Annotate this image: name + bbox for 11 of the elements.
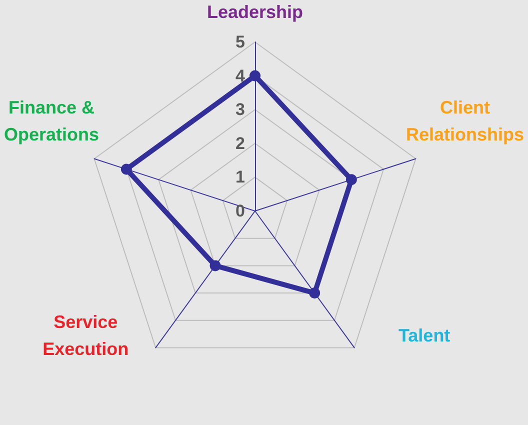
spoke-label: Finance & Operations bbox=[4, 97, 100, 144]
y-tick-label: 0 bbox=[236, 202, 245, 220]
y-tick-label: 5 bbox=[236, 32, 245, 52]
y-tick-label: 3 bbox=[236, 100, 245, 120]
spoke-label: Leadership bbox=[206, 2, 304, 22]
y-tick-label: 2 bbox=[236, 134, 245, 153]
spoke-label: Talent bbox=[398, 326, 450, 346]
spoke-label: Client Relationships bbox=[406, 97, 524, 144]
y-tick-label: 1 bbox=[236, 168, 245, 187]
spoke-label: Service Execution bbox=[42, 312, 129, 360]
y-tick-label: 4 bbox=[236, 66, 246, 86]
